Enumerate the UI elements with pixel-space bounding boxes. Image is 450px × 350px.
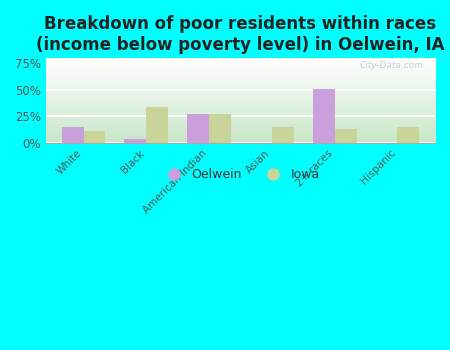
Bar bbox=[397, 127, 419, 143]
Bar bbox=[313, 89, 335, 143]
Bar bbox=[124, 139, 146, 143]
Bar bbox=[187, 114, 209, 143]
Title: Breakdown of poor residents within races
(income below poverty level) in Oelwein: Breakdown of poor residents within races… bbox=[36, 15, 445, 54]
Bar bbox=[146, 107, 168, 143]
Text: City-Data.com: City-Data.com bbox=[360, 61, 423, 70]
Bar bbox=[335, 129, 356, 143]
Bar bbox=[209, 114, 231, 143]
Legend: Oelwein, Iowa: Oelwein, Iowa bbox=[156, 163, 325, 186]
Bar bbox=[84, 131, 105, 143]
Bar bbox=[62, 127, 84, 143]
Bar bbox=[272, 127, 294, 143]
